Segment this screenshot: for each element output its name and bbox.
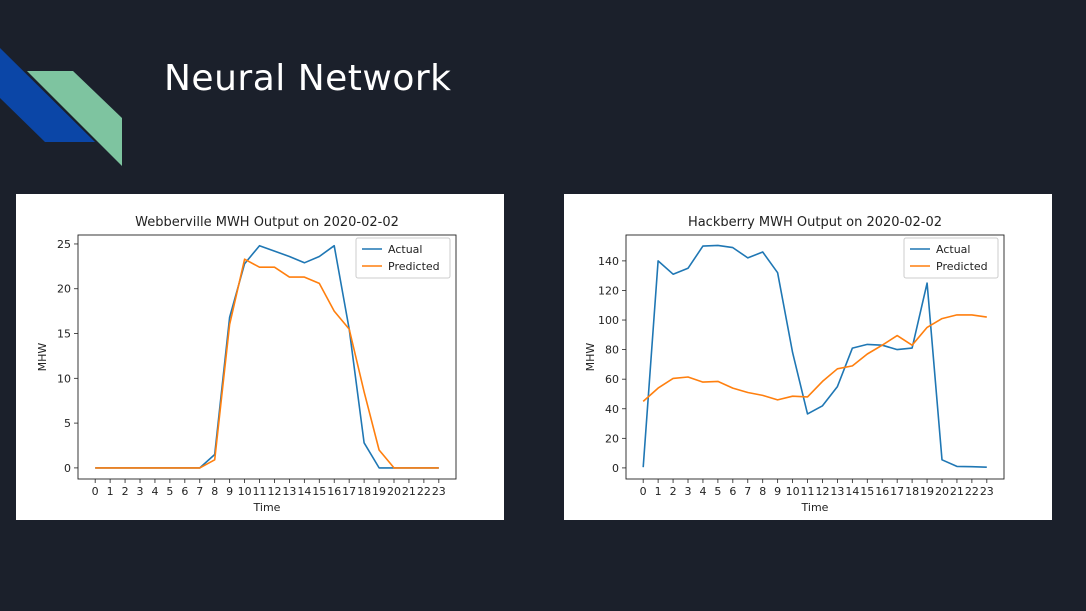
webberville-chart: Webberville MWH Output on 2020-02-020 1 2 3… (36, 215, 457, 514)
x-tick-label: 2 (670, 485, 677, 498)
x-tick-label: 7 (196, 485, 203, 498)
x-tick-label: 0 (92, 485, 99, 498)
x-axis-label: Time (253, 501, 281, 514)
x-tick-label: 5 (166, 485, 173, 498)
y-tick-label: 20 (605, 432, 619, 445)
x-tick-label: 10 (238, 485, 252, 498)
hackberry-chart: Hackberry MWH Output on 2020-02-020 1 2 3 4 5… (584, 215, 1005, 514)
y-tick-label: 60 (605, 373, 619, 386)
x-tick-label: 23 (432, 485, 446, 498)
y-tick-label: 40 (605, 403, 619, 416)
y-tick-label: 100 (598, 314, 619, 327)
x-tick-label: 17 (890, 485, 904, 498)
x-tick-label: 15 (312, 485, 326, 498)
y-tick-label: 10 (57, 372, 71, 385)
x-tick-label: 17 (342, 485, 356, 498)
x-tick-label: 16 (327, 485, 341, 498)
x-tick-label: 14 (297, 485, 311, 498)
slide-title: Neural Network (164, 58, 452, 99)
plot-frame (77, 234, 457, 480)
x-tick-label: 13 (282, 485, 296, 498)
chart-panel-webberville: Webberville MWH Output on 2020-02-02 0 1 2 3… (16, 194, 504, 520)
y-axis-label: MHW (36, 343, 49, 372)
series-line-actual (642, 244, 987, 468)
legend-label: Predicted (936, 260, 988, 273)
x-tick-label: 3 (137, 485, 144, 498)
x-tick-label: 9 (774, 485, 781, 498)
x-tick-label: 6 (181, 485, 188, 498)
x-tick-label: 1 (655, 485, 662, 498)
series-line-predicted (95, 258, 439, 469)
x-tick-label: 12 (815, 485, 829, 498)
x-tick-label: 1 (107, 485, 114, 498)
x-tick-label: 0 (640, 485, 647, 498)
x-tick-label: 21 (402, 485, 416, 498)
y-axis-label: MHW (584, 343, 597, 372)
y-tick-label: 15 (57, 328, 71, 341)
x-tick-label: 19 (920, 485, 934, 498)
plot-frame (625, 234, 1005, 480)
chart-title: Webberville MWH Output on 2020-02-02 (135, 215, 399, 230)
y-tick-label: 0 (612, 462, 619, 475)
x-tick-label: 4 (699, 485, 706, 498)
series-line-predicted (642, 314, 987, 402)
green-stripe-shape (27, 71, 122, 166)
x-tick-label: 2 (122, 485, 129, 498)
series-line-actual (95, 244, 439, 469)
y-tick-label: 20 (57, 283, 71, 296)
y-tick-label: 0 (64, 462, 71, 475)
legend-label: Actual (388, 243, 422, 256)
y-tick-label: 80 (605, 344, 619, 357)
x-tick-label: 18 (357, 485, 371, 498)
chart-title: Hackberry MWH Output on 2020-02-02 (688, 215, 942, 230)
x-tick-label: 4 (151, 485, 158, 498)
x-tick-label: 18 (905, 485, 919, 498)
x-tick-label: 16 (875, 485, 889, 498)
x-axis-label: Time (801, 501, 829, 514)
y-tick-label: 140 (598, 255, 619, 268)
x-tick-label: 20 (935, 485, 949, 498)
corner-decoration (0, 48, 122, 166)
chart-panel-hackberry: Hackberry MWH Output on 2020-02-02 0 1 2 3 4 5… (564, 194, 1052, 520)
y-tick-label: 5 (64, 417, 71, 430)
x-tick-label: 6 (729, 485, 736, 498)
x-tick-label: 12 (267, 485, 281, 498)
y-tick-label: 25 (57, 238, 71, 251)
x-tick-label: 11 (801, 485, 815, 498)
x-tick-label: 15 (860, 485, 874, 498)
x-tick-label: 10 (786, 485, 800, 498)
x-tick-label: 23 (980, 485, 994, 498)
x-tick-label: 22 (965, 485, 979, 498)
x-tick-label: 21 (950, 485, 964, 498)
x-tick-label: 14 (845, 485, 859, 498)
x-tick-label: 13 (830, 485, 844, 498)
x-tick-label: 20 (387, 485, 401, 498)
legend-box (903, 237, 999, 279)
x-tick-label: 3 (685, 485, 692, 498)
x-tick-label: 7 (744, 485, 751, 498)
legend-label: Actual (936, 243, 970, 256)
x-tick-label: 11 (253, 485, 267, 498)
legend-box (355, 237, 451, 279)
x-tick-label: 22 (417, 485, 431, 498)
x-tick-label: 8 (211, 485, 218, 498)
x-tick-label: 19 (372, 485, 386, 498)
x-tick-label: 8 (759, 485, 766, 498)
x-tick-label: 9 (226, 485, 233, 498)
y-tick-label: 120 (598, 284, 619, 297)
blue-stripe-shape (0, 48, 95, 142)
legend-label: Predicted (388, 260, 440, 273)
x-tick-label: 5 (714, 485, 721, 498)
